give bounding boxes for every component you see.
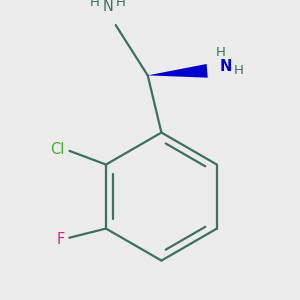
Text: H: H	[234, 64, 244, 77]
Text: N: N	[102, 0, 113, 14]
Text: Cl: Cl	[50, 142, 64, 157]
Text: H: H	[115, 0, 125, 9]
Text: H: H	[216, 46, 226, 59]
Text: F: F	[57, 232, 65, 247]
Text: N: N	[219, 59, 232, 74]
Text: H: H	[90, 0, 100, 9]
Polygon shape	[148, 64, 208, 78]
